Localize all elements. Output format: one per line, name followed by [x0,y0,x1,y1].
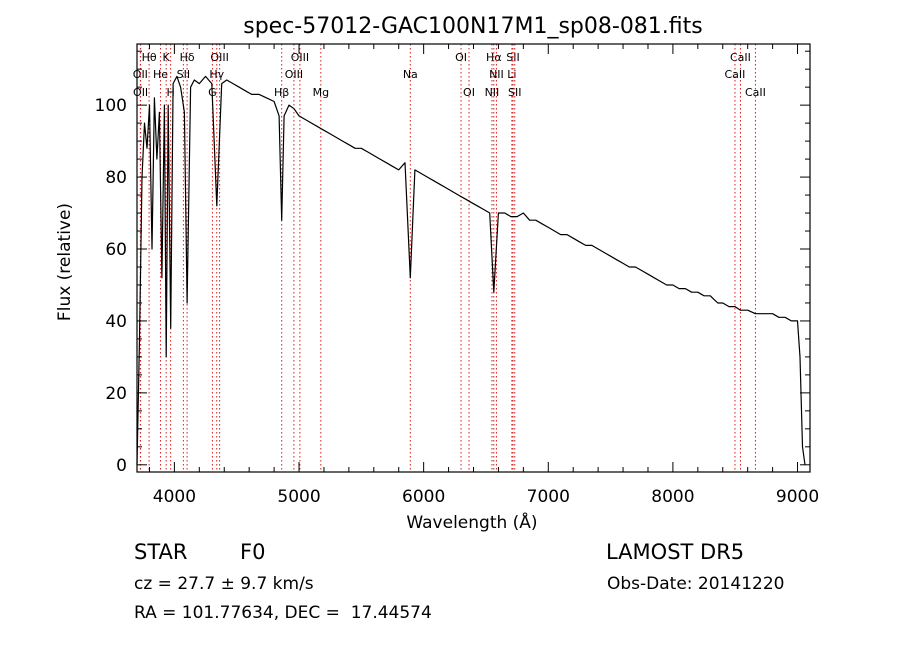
x-tick-label: 7000 [527,487,570,507]
marker-label: Hδ [180,51,195,64]
coordinates: RA = 101.77634, DEC = 17.44574 [134,603,432,623]
marker-label: SII [508,86,521,99]
marker-label: Na [403,68,418,81]
y-tick-label: 40 [105,312,127,332]
marker-label: OII [133,86,148,99]
plot-area [136,75,806,465]
marker-label: OII [133,68,148,81]
marker-label: OIII [285,68,303,81]
y-tick-label: 0 [116,456,127,476]
marker-label: Mg [313,86,329,99]
marker-label: K [163,51,171,64]
marker-label: Hβ [274,86,289,99]
marker-label: Li [507,68,516,81]
x-tick-label: 8000 [651,487,694,507]
marker-label: Hα [486,51,502,64]
redshift-text: cz = 27.7 ± 9.7 km/s [134,574,314,594]
marker-label: OIII [210,51,228,64]
marker-label: OIII [291,51,309,64]
plot-frame [136,43,811,473]
marker-label: OI [463,86,475,99]
marker-label: He [153,68,168,81]
axes: 4000 5000 6000 7000 8000 9000 0 20 40 60 80 100 [95,43,819,507]
marker-label: CaII [725,68,746,81]
y-tick-label: 80 [105,168,127,188]
object-subclass: F0 [240,540,266,564]
marker-label: CaII [730,51,751,64]
marker-label: CaII [745,86,766,99]
survey-name: LAMOST DR5 [606,540,745,564]
chart-title: spec-57012-GAC100N17M1_sp08-081.fits [243,14,703,39]
marker-label: OI [455,51,467,64]
x-tick-label: 5000 [277,487,320,507]
y-tick-label: 20 [105,384,127,404]
marker-label: Hθ [142,51,157,64]
x-tick-label: 9000 [776,487,819,507]
x-tick-label: 4000 [153,487,196,507]
marker-label: NII [489,68,504,81]
y-tick-label: 60 [105,240,127,260]
marker-label: H [167,86,175,99]
x-tick-label: 6000 [402,487,445,507]
y-tick-label: 100 [95,96,127,116]
marker-label: SII [506,51,519,64]
spectral-line-markers: Hθ K Hδ OIII OIII OI Hα SII CaII OII He SII Hγ OIII Na… [133,44,766,472]
marker-label: Hγ [209,68,224,81]
y-axis-label: Flux (relative) [55,203,75,321]
x-axis-label: Wavelength (Å) [406,511,537,533]
marker-label: SII [177,68,190,81]
object-class: STAR [134,540,188,564]
obs-date: Obs-Date: 20141220 [607,574,785,594]
spectrum-line [136,75,806,465]
marker-label: NII [485,86,500,99]
